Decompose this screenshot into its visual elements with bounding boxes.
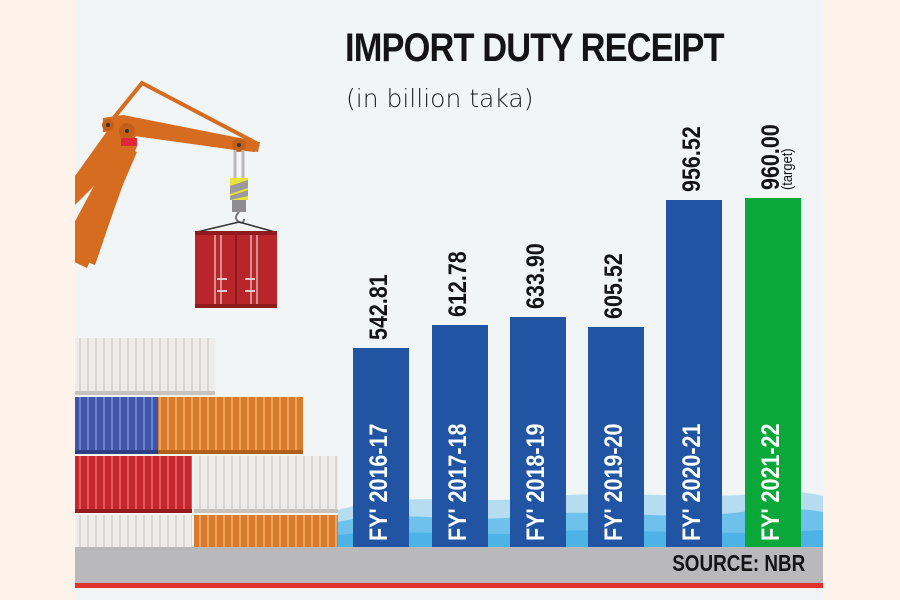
bar-value-label: 956.52 <box>678 126 707 192</box>
bar-value-text: 542.81 <box>365 274 393 340</box>
infographic-panel: IMPORT DUTY RECEIPT (in billion taka) FY… <box>75 0 823 600</box>
bar-value-label: 633.90 <box>522 243 551 309</box>
bar-0: FY' 2016-17 542.81 <box>353 274 409 547</box>
chart-subtitle: (in billion taka) <box>346 84 534 113</box>
crane-icon <box>75 80 276 268</box>
bar-4: FY' 2020-21 956.52 <box>666 126 722 547</box>
chart-title: IMPORT DUTY RECEIPT <box>345 26 725 70</box>
bar-value-label: 605.52 <box>600 253 629 319</box>
bar-2: FY' 2018-19 633.90 <box>510 243 566 547</box>
bar-category-label: FY' 2018-19 <box>522 423 550 541</box>
bar-category-label: FY' 2020-21 <box>678 423 706 541</box>
bar-value-text: 956.52 <box>678 126 706 192</box>
accent-line <box>75 583 823 588</box>
bar-value-label: 612.78 <box>444 251 473 317</box>
bar-category-label: FY' 2017-18 <box>444 423 472 541</box>
bar-value-text: 605.52 <box>600 253 628 319</box>
bar-1: FY' 2017-18 612.78 <box>432 251 488 547</box>
bar-value-text: 612.78 <box>444 251 472 317</box>
bar-category-label: FY' 2021-22 <box>757 423 785 541</box>
bar-5: FY' 2021-22 960.00 (target) <box>745 124 801 547</box>
bar-category-label: FY' 2016-17 <box>365 423 393 541</box>
bar-note-text: (target) <box>779 148 796 190</box>
source-label: SOURCE: NBR <box>671 550 805 576</box>
bar-3: FY' 2019-20 605.52 <box>588 253 644 547</box>
ground-strip <box>75 547 823 583</box>
bar-value-text: 633.90 <box>522 243 550 309</box>
bar-category-label: FY' 2019-20 <box>600 423 628 541</box>
hanging-container-icon <box>195 231 277 308</box>
bar-value-label: 960.00 (target) <box>757 124 796 190</box>
bar-value-label: 542.81 <box>365 274 394 340</box>
